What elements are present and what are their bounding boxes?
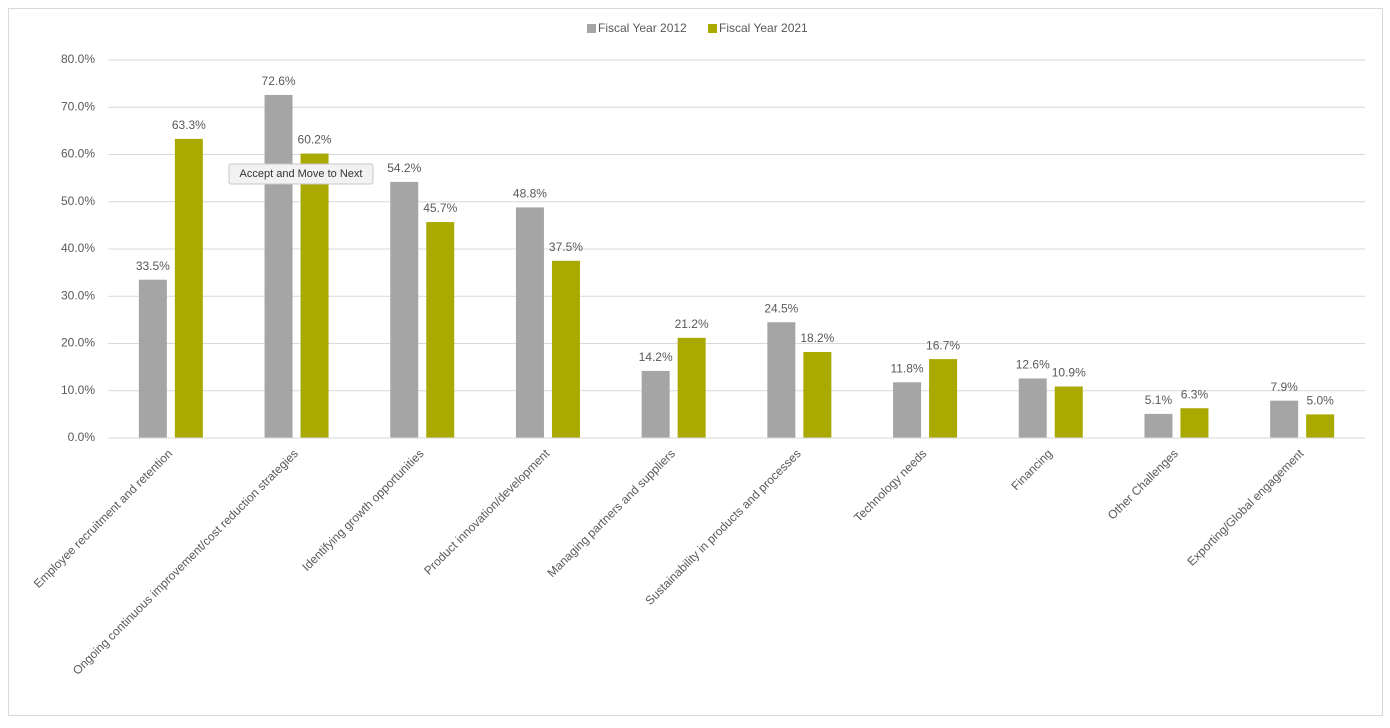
value-label: 21.2%: [675, 317, 709, 331]
legend-label: Fiscal Year 2021: [719, 21, 808, 35]
bar: [767, 322, 796, 438]
value-label: 10.9%: [1052, 366, 1086, 380]
value-label: 45.7%: [423, 201, 457, 215]
value-label: 5.1%: [1145, 393, 1173, 407]
bar: [174, 138, 203, 438]
value-label: 54.2%: [387, 161, 421, 175]
y-tick-label: 50.0%: [61, 194, 95, 208]
y-tick-label: 10.0%: [61, 383, 95, 397]
bar: [1018, 378, 1047, 438]
value-label: 16.7%: [926, 338, 960, 352]
bar: [803, 352, 832, 438]
y-tick-label: 30.0%: [61, 288, 95, 302]
y-tick-label: 80.0%: [61, 52, 95, 66]
value-label: 11.8%: [890, 361, 923, 375]
value-label: 24.5%: [764, 301, 798, 315]
bar: [138, 279, 167, 438]
value-label: 7.9%: [1270, 380, 1298, 394]
tooltip-box: [228, 163, 374, 185]
bar: [515, 207, 544, 438]
value-label: 48.8%: [513, 187, 547, 201]
tooltip-text: Accept and Move to Next: [240, 168, 363, 180]
bar: [264, 94, 293, 438]
legend-label: Fiscal Year 2012: [598, 21, 687, 35]
bar: [1054, 386, 1083, 438]
bar: [1306, 414, 1335, 438]
y-tick-label: 20.0%: [61, 336, 95, 350]
value-label: 14.2%: [639, 350, 673, 364]
y-tick-label: 40.0%: [61, 241, 95, 255]
bar: [426, 222, 455, 438]
value-label: 33.5%: [136, 259, 170, 273]
tooltip: Accept and Move to Next: [228, 163, 374, 185]
value-label: 18.2%: [800, 331, 834, 345]
value-label: 72.6%: [262, 74, 296, 88]
bar: [1180, 408, 1209, 438]
bar: [641, 370, 670, 438]
bar: [551, 260, 580, 438]
bar: [390, 181, 419, 438]
legend-swatch: [708, 24, 717, 33]
bar: [893, 382, 922, 438]
bar: [929, 359, 958, 438]
value-label: 37.5%: [549, 240, 583, 254]
bar: [677, 337, 706, 438]
y-tick-label: 60.0%: [61, 147, 95, 161]
value-label: 12.6%: [1016, 358, 1050, 372]
y-tick-label: 0.0%: [68, 430, 96, 444]
value-label: 60.2%: [298, 133, 332, 147]
value-label: 5.0%: [1306, 394, 1334, 408]
bar: [1270, 400, 1299, 438]
y-tick-label: 70.0%: [61, 99, 95, 113]
value-label: 6.3%: [1181, 387, 1209, 401]
bar: [300, 153, 329, 438]
legend-swatch: [587, 24, 596, 33]
bar: [1144, 413, 1173, 438]
value-label: 63.3%: [172, 118, 206, 132]
